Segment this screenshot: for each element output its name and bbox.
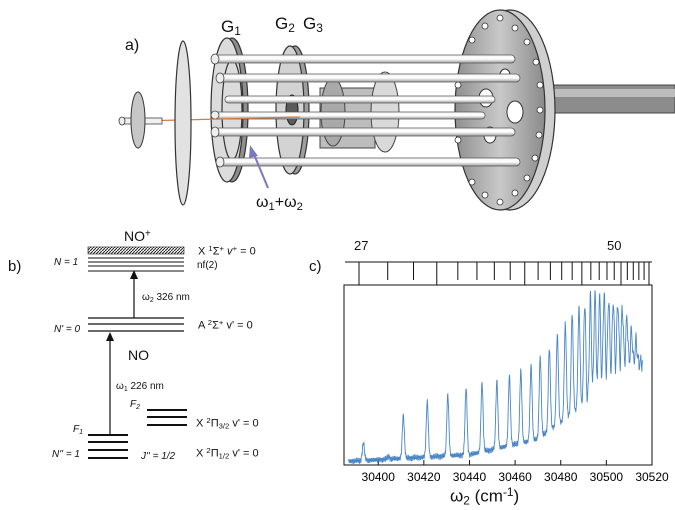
- laser-beam: [139, 116, 301, 122]
- x-tick-label-5: 30500: [590, 470, 624, 484]
- omega1-label: ω1 226 nm: [116, 381, 164, 393]
- j-dprime-label: J'' = 1/2: [141, 451, 176, 462]
- spectrum-line: [348, 290, 643, 464]
- panel-a-label: a): [125, 37, 140, 54]
- grid-g1-label: G1: [221, 17, 241, 38]
- x-tick-label-2: 30440: [453, 470, 487, 484]
- x-tick-label-0: 30400: [362, 470, 396, 484]
- beam-arrow: [252, 151, 269, 189]
- x12-state-label: X 2Π1/2 v' = 0: [196, 446, 259, 461]
- x-ticks: 30400 30420 30440 30460 30480 30500 30520: [362, 460, 669, 484]
- n-prime-0-label: N' = 0: [54, 324, 81, 335]
- grid-g3-label: G3: [303, 14, 323, 35]
- ion-title: NO+: [124, 228, 151, 244]
- x-ion-state-label: X 1Σ+ v+ = 0: [198, 244, 256, 258]
- f1-label: F1: [73, 424, 84, 436]
- no-label: NO: [128, 347, 149, 363]
- x-tick-label-3: 30460: [498, 470, 532, 484]
- x-tick-label-1: 30420: [407, 470, 441, 484]
- x32-state-label: X 2Π3/2 v' = 0: [196, 416, 259, 431]
- panel-c-label: c): [309, 258, 322, 275]
- grid-g2-label: G2: [275, 14, 295, 35]
- f2-label: F2: [130, 399, 141, 411]
- series-marker-first: 27: [354, 238, 369, 253]
- x-tick-label-4: 30480: [544, 470, 578, 484]
- x-axis-label: ω2 (cm-1): [450, 485, 520, 508]
- n-dprime-1-label: N'' = 1: [52, 449, 80, 460]
- ion-continuum: [87, 246, 185, 255]
- panel-b-label: b): [8, 258, 22, 275]
- nf2-label: nf(2): [197, 260, 218, 271]
- n-eq-1-label: N = 1: [54, 257, 79, 268]
- rydberg-markers: [358, 262, 650, 285]
- plot-frame: [343, 284, 653, 466]
- omega2-label: ω2 326 nm: [142, 292, 190, 304]
- apparatus-drawing: [118, 9, 675, 211]
- beam-label: ω1+ω2: [256, 194, 303, 213]
- skimmer-disk: [174, 40, 192, 206]
- left-flange: [130, 91, 146, 149]
- x-tick-label-6: 30520: [635, 470, 669, 484]
- series-marker-last: 50: [607, 238, 622, 253]
- a-state-label: A 2Σ+ v' = 0: [198, 318, 253, 332]
- energy-level-diagram: [87, 246, 187, 459]
